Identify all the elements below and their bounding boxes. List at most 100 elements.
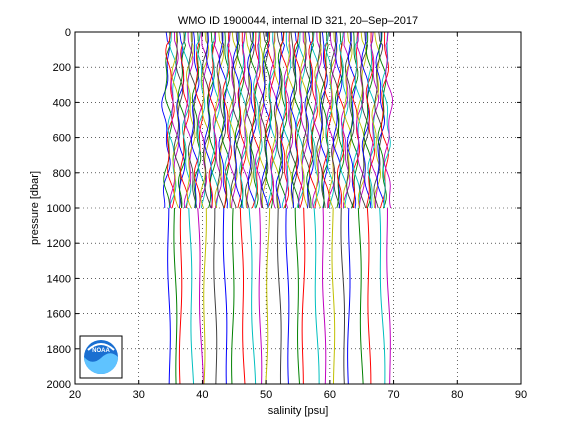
y-axis-label: pressure [dbar] xyxy=(29,171,41,245)
profile-line-shallow xyxy=(245,31,255,209)
profile-line-shallow xyxy=(228,31,238,209)
y-tick-label: 1200 xyxy=(47,238,71,250)
profile-line-deep xyxy=(379,207,386,385)
profile-line-shallow xyxy=(377,31,387,209)
profile-line-shallow xyxy=(230,31,241,209)
profile-line-shallow xyxy=(249,31,259,209)
profile-line-deep xyxy=(222,207,228,385)
profile-line-shallow xyxy=(243,31,253,209)
profile-line-shallow xyxy=(227,31,236,209)
profile-line-shallow xyxy=(342,31,353,209)
profile-line-deep xyxy=(188,207,195,385)
profile-line-deep xyxy=(239,207,246,385)
chart-title: WMO ID 1900044, internal ID 321, 20–Sep–… xyxy=(178,15,418,27)
profile-line-shallow xyxy=(195,31,206,209)
profile-line-deep xyxy=(294,207,301,385)
profile-line-shallow xyxy=(232,31,243,209)
x-tick-label: 70 xyxy=(387,389,399,401)
profile-line-deep xyxy=(322,207,327,385)
profile-line-shallow xyxy=(185,31,196,209)
profile-line-deep xyxy=(258,207,263,385)
profile-line-shallow xyxy=(263,31,273,209)
profile-line-shallow xyxy=(320,31,330,209)
profile-line-shallow xyxy=(187,31,198,209)
profile-line-shallow xyxy=(330,31,341,209)
profile-line-shallow xyxy=(353,31,363,209)
x-tick-label: 20 xyxy=(69,389,81,401)
profile-line-shallow xyxy=(222,31,232,209)
profile-line-deep xyxy=(285,207,290,385)
y-tick-label: 800 xyxy=(53,168,71,180)
profile-line-deep xyxy=(213,207,218,385)
profile-line-shallow xyxy=(258,31,267,209)
profile-line-shallow xyxy=(241,31,251,209)
y-tick-label: 0 xyxy=(65,27,71,39)
profile-line-deep xyxy=(178,207,183,385)
profile-line-shallow xyxy=(308,31,318,209)
profile-line-deep xyxy=(277,207,282,385)
profile-line-shallow xyxy=(169,31,179,209)
y-tick-label: 2000 xyxy=(47,379,71,391)
y-ticks: 0 200 400 600 800 1000 1200 1400 1600 1800 2000 xyxy=(47,27,521,391)
profile-line-shallow xyxy=(200,31,210,209)
y-tick-label: 400 xyxy=(53,97,71,109)
profile-line-shallow xyxy=(381,31,391,209)
y-tick-label: 600 xyxy=(53,133,71,145)
y-tick-label: 1400 xyxy=(47,273,71,285)
profile-line-shallow xyxy=(285,31,295,209)
profile-line-shallow xyxy=(283,31,294,209)
x-tick-label: 30 xyxy=(133,389,145,401)
x-tick-label: 80 xyxy=(451,389,463,401)
profile-line-deep xyxy=(231,207,235,385)
profile-line-shallow xyxy=(295,31,306,209)
profile-line-shallow xyxy=(180,31,190,209)
y-tick-label: 1000 xyxy=(47,203,71,215)
profile-line-deep xyxy=(347,207,351,385)
profile-line-deep xyxy=(366,207,372,385)
profile-line-shallow xyxy=(312,31,322,209)
profile-line-deep xyxy=(357,207,364,385)
profile-line-shallow xyxy=(218,31,228,209)
x-tick-label: 60 xyxy=(324,389,336,401)
profile-line-deep xyxy=(248,207,257,385)
profile-line-shallow xyxy=(365,31,376,209)
profiles xyxy=(161,31,394,385)
profile-line-shallow xyxy=(281,31,292,209)
profile-line-shallow xyxy=(293,31,304,209)
profile-line-shallow xyxy=(319,31,328,209)
noaa-logo-bird xyxy=(87,343,115,351)
profile-line-shallow xyxy=(373,31,384,209)
profile-line-shallow xyxy=(255,31,265,209)
profile-line-shallow xyxy=(267,31,278,209)
profile-line-deep xyxy=(167,207,171,385)
profile-line-shallow xyxy=(291,31,302,209)
profile-line-shallow xyxy=(332,31,343,209)
profile-line-shallow xyxy=(383,31,394,209)
profile-line-deep xyxy=(340,207,346,385)
profile-line-shallow xyxy=(173,31,184,209)
profile-line-shallow xyxy=(253,31,263,209)
profile-line-shallow xyxy=(183,31,194,209)
profile-line-deep xyxy=(301,207,306,385)
profile-line-shallow xyxy=(190,31,200,209)
y-tick-label: 200 xyxy=(53,62,71,74)
y-tick-label: 1600 xyxy=(47,309,71,321)
profile-line-shallow xyxy=(371,31,381,209)
profile-line-shallow xyxy=(335,31,345,209)
profile-line-shallow xyxy=(261,31,271,209)
profile-line-deep xyxy=(173,207,178,385)
profile-line-shallow xyxy=(289,31,298,209)
profile-line-deep xyxy=(265,207,271,385)
x-tick-label: 90 xyxy=(515,389,527,401)
noaa-logo-wave xyxy=(84,353,118,374)
profile-line-shallow xyxy=(363,31,373,209)
profile-line-shallow xyxy=(224,31,234,209)
noaa-logo-text: NOAA xyxy=(92,348,110,354)
profile-line-shallow xyxy=(324,31,335,209)
x-ticks: 20 30 40 50 60 70 80 90 xyxy=(69,32,527,401)
profile-line-shallow xyxy=(221,31,231,209)
profile-line-shallow xyxy=(208,31,217,209)
noaa-logo: NOAA xyxy=(79,335,123,379)
